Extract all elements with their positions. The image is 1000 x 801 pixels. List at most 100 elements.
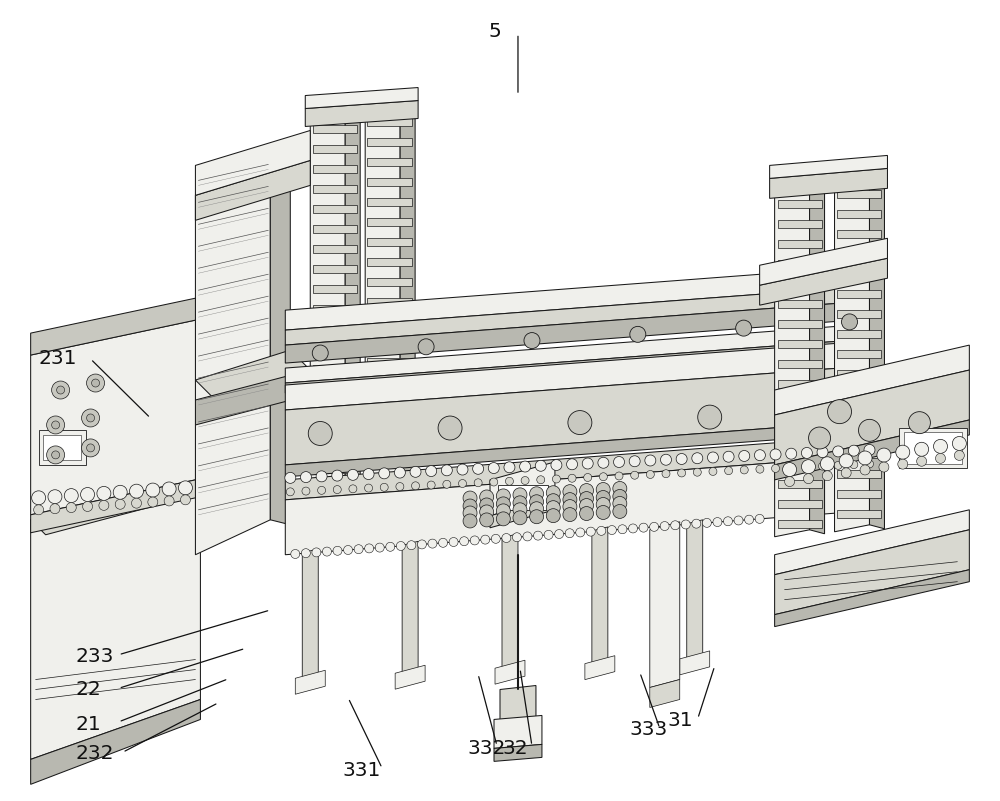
Circle shape (491, 534, 500, 543)
Circle shape (162, 482, 176, 496)
Circle shape (565, 529, 574, 537)
Circle shape (308, 421, 332, 445)
Circle shape (463, 506, 477, 520)
Circle shape (64, 489, 78, 502)
Circle shape (723, 451, 734, 462)
Polygon shape (313, 385, 357, 393)
Circle shape (563, 508, 577, 521)
Polygon shape (31, 480, 215, 535)
Circle shape (822, 471, 832, 481)
Polygon shape (367, 378, 412, 386)
Polygon shape (837, 270, 881, 278)
Circle shape (449, 537, 458, 546)
Polygon shape (778, 440, 822, 448)
Polygon shape (778, 260, 822, 268)
Circle shape (386, 542, 395, 551)
Circle shape (480, 505, 494, 519)
Circle shape (841, 468, 851, 478)
Circle shape (363, 469, 374, 480)
Polygon shape (837, 290, 881, 298)
Circle shape (629, 524, 637, 533)
Polygon shape (285, 365, 879, 465)
Polygon shape (775, 529, 969, 614)
Polygon shape (285, 420, 879, 477)
Circle shape (66, 502, 76, 513)
Polygon shape (837, 370, 881, 378)
Circle shape (463, 499, 477, 513)
Polygon shape (39, 430, 86, 465)
Text: 331: 331 (342, 761, 381, 780)
Circle shape (597, 526, 606, 535)
Polygon shape (904, 432, 962, 464)
Circle shape (312, 548, 321, 557)
Polygon shape (313, 325, 357, 333)
Circle shape (148, 497, 158, 507)
Polygon shape (680, 651, 710, 675)
Circle shape (312, 345, 328, 361)
Polygon shape (502, 533, 518, 668)
Circle shape (97, 486, 111, 501)
Polygon shape (778, 240, 822, 248)
Circle shape (596, 482, 610, 497)
Circle shape (380, 483, 388, 491)
Circle shape (662, 469, 670, 477)
Circle shape (613, 489, 627, 503)
Circle shape (568, 474, 576, 482)
Text: 5: 5 (488, 22, 501, 41)
Polygon shape (367, 179, 412, 187)
Circle shape (488, 462, 499, 473)
Circle shape (47, 416, 65, 434)
Circle shape (428, 539, 437, 548)
Circle shape (580, 484, 594, 497)
Circle shape (99, 501, 109, 510)
Circle shape (512, 533, 521, 541)
Polygon shape (760, 238, 887, 285)
Circle shape (848, 445, 859, 456)
Circle shape (801, 460, 815, 473)
Circle shape (692, 453, 703, 464)
Circle shape (458, 480, 466, 488)
Circle shape (490, 478, 498, 486)
Polygon shape (313, 285, 357, 293)
Circle shape (513, 511, 527, 525)
Circle shape (481, 535, 490, 544)
Circle shape (523, 532, 532, 541)
Circle shape (702, 518, 711, 527)
Polygon shape (837, 390, 881, 398)
Polygon shape (367, 478, 412, 486)
Polygon shape (810, 185, 825, 533)
Polygon shape (367, 398, 412, 406)
Circle shape (474, 479, 482, 487)
Polygon shape (195, 350, 310, 400)
Circle shape (81, 488, 95, 501)
Circle shape (817, 447, 828, 457)
Circle shape (291, 549, 300, 558)
Polygon shape (500, 686, 536, 723)
Circle shape (52, 421, 60, 429)
Polygon shape (313, 166, 357, 173)
Circle shape (756, 465, 764, 473)
Circle shape (130, 484, 143, 498)
Circle shape (864, 445, 875, 456)
Polygon shape (367, 458, 412, 466)
Polygon shape (837, 450, 881, 458)
Polygon shape (837, 509, 881, 517)
Circle shape (530, 495, 544, 509)
Circle shape (613, 505, 627, 518)
Polygon shape (837, 410, 881, 418)
Circle shape (586, 527, 595, 536)
Circle shape (693, 469, 701, 476)
Circle shape (544, 530, 553, 539)
Circle shape (48, 489, 62, 504)
Circle shape (524, 332, 540, 348)
Circle shape (505, 477, 513, 485)
Polygon shape (367, 418, 412, 426)
Polygon shape (402, 541, 418, 673)
Circle shape (877, 448, 891, 462)
Polygon shape (778, 400, 822, 408)
Polygon shape (367, 238, 412, 246)
Circle shape (473, 463, 484, 474)
Polygon shape (775, 570, 969, 626)
Text: 231: 231 (39, 349, 77, 368)
Circle shape (92, 379, 100, 387)
